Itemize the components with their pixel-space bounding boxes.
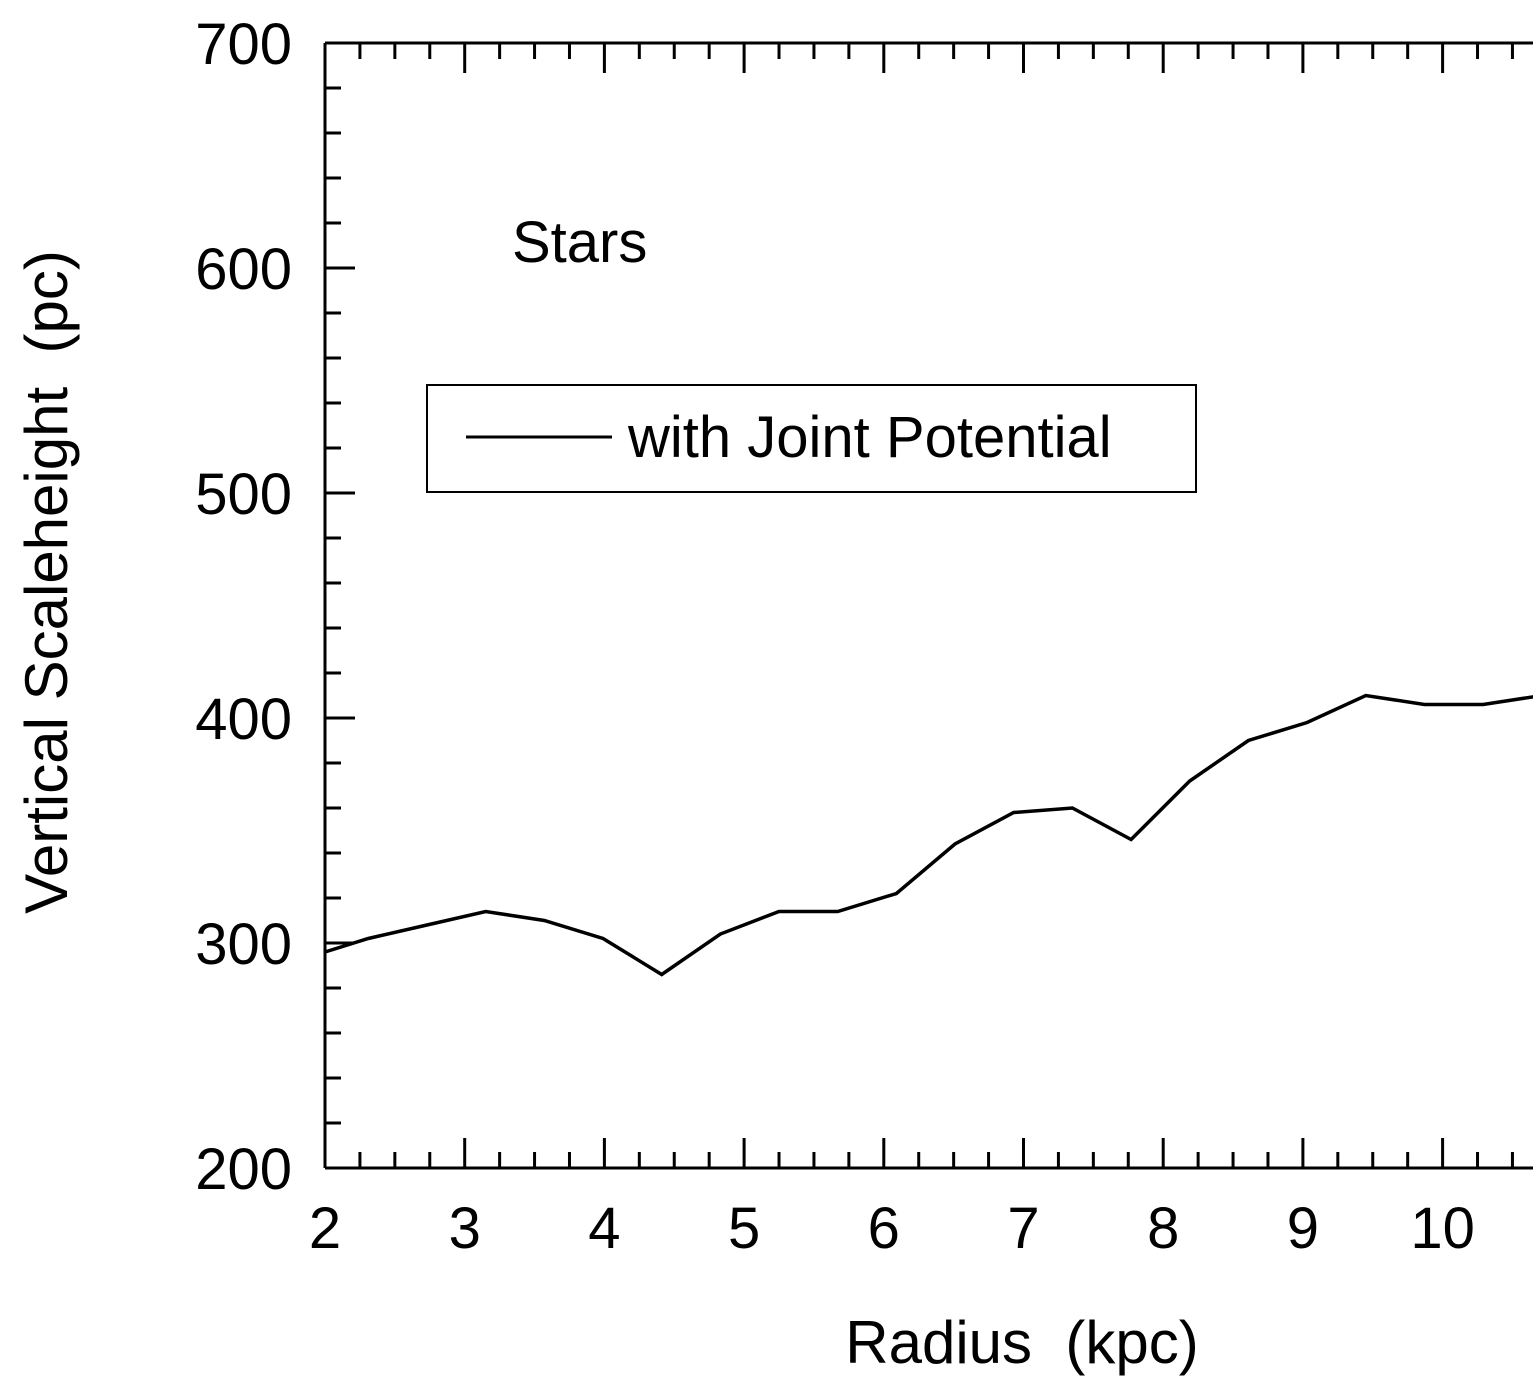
series-line-with-joint-potential: [324, 693, 1533, 977]
x-tick-label: 3: [449, 1196, 481, 1261]
x-tick-label: 8: [1147, 1196, 1179, 1261]
x-axis-label: Radius (kpc): [845, 1309, 1198, 1376]
x-tick-label: 10: [1410, 1196, 1475, 1261]
legend: with Joint Potential: [426, 384, 1197, 493]
tick-labels: 2 3 4 5 6 7 8 9 10 200 300 400 500 600 700: [195, 12, 1475, 1261]
x-tick-label: 9: [1287, 1196, 1319, 1261]
y-tick-label: 200: [195, 1137, 292, 1202]
x-tick-label: 5: [728, 1196, 760, 1261]
ticks: [323, 41, 1514, 1170]
y-axis-label: Vertical Scaleheight (pc): [13, 250, 80, 914]
series: [324, 693, 1533, 977]
axes: [323, 41, 1533, 1170]
y-tick-label: 700: [195, 12, 292, 77]
y-tick-label: 400: [195, 687, 292, 752]
legend-label: with Joint Potential: [627, 405, 1112, 470]
x-tick-label: 4: [588, 1196, 620, 1261]
y-tick-label: 500: [195, 462, 292, 527]
annotation-stars: Stars: [512, 210, 647, 275]
y-tick-label: 300: [195, 912, 292, 977]
x-tick-label: 7: [1007, 1196, 1039, 1261]
x-tick-label: 6: [868, 1196, 900, 1261]
y-tick-label: 600: [195, 237, 292, 302]
x-tick-label: 2: [309, 1196, 341, 1261]
